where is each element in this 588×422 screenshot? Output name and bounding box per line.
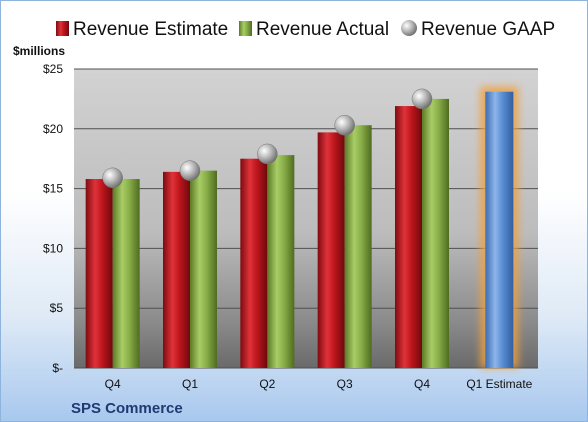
bar-revenue-estimate	[240, 158, 268, 368]
x-tick-label: Q4	[105, 377, 121, 391]
y-axis-ticks: $25 $20 $15 $10 $5 $-	[43, 62, 63, 375]
gridlines	[74, 68, 538, 369]
bar-revenue-actual	[267, 155, 295, 368]
x-tick-label: Q2	[259, 377, 275, 391]
y-tick-label: $-	[52, 361, 63, 375]
point-revenue-gaap	[334, 114, 355, 136]
bar-revenue-estimate	[317, 132, 345, 368]
x-tick-label: Q3	[337, 377, 353, 391]
bar-revenue-estimate	[163, 171, 190, 368]
point-revenue-gaap	[179, 160, 201, 181]
bar-revenue-actual	[112, 179, 140, 368]
bar-revenue-actual	[344, 125, 372, 368]
x-axis-ticks: Q4 Q1 Q2 Q3 Q4 Q1 Estimate	[105, 377, 533, 391]
x-tick-label: Q4	[414, 377, 430, 391]
legend: Revenue Estimate Revenue Actual Revenue …	[56, 19, 555, 40]
bar-revenue-estimate	[395, 106, 422, 369]
bar-q1-estimate	[485, 91, 514, 368]
y-tick-label: $10	[43, 241, 63, 255]
point-revenue-gaap	[257, 143, 278, 165]
x-tick-label: Q1	[182, 377, 198, 391]
point-revenue-gaap	[102, 167, 123, 189]
bar-revenue-actual	[190, 170, 217, 368]
bar-revenue-estimate	[85, 179, 113, 368]
x-tick-label: Q1 Estimate	[466, 377, 532, 391]
bar-revenue-actual	[422, 98, 449, 369]
bars	[85, 86, 519, 369]
point-revenue-gaap	[411, 88, 433, 110]
y-tick-label: $5	[50, 301, 64, 315]
legend-swatch-gaap	[401, 20, 417, 36]
y-tick-label: $15	[43, 182, 63, 196]
y-axis-unit: $millions	[13, 44, 65, 58]
y-tick-label: $20	[43, 122, 63, 136]
legend-swatch-estimate	[56, 21, 69, 36]
legend-swatch-actual	[239, 21, 252, 36]
legend-label-estimate: Revenue Estimate	[73, 19, 228, 40]
y-tick-label: $25	[43, 62, 63, 76]
plot-area	[74, 69, 538, 368]
legend-label-gaap: Revenue GAAP	[421, 19, 555, 40]
legend-label-actual: Revenue Actual	[256, 19, 389, 40]
company-name: SPS Commerce	[71, 400, 183, 417]
